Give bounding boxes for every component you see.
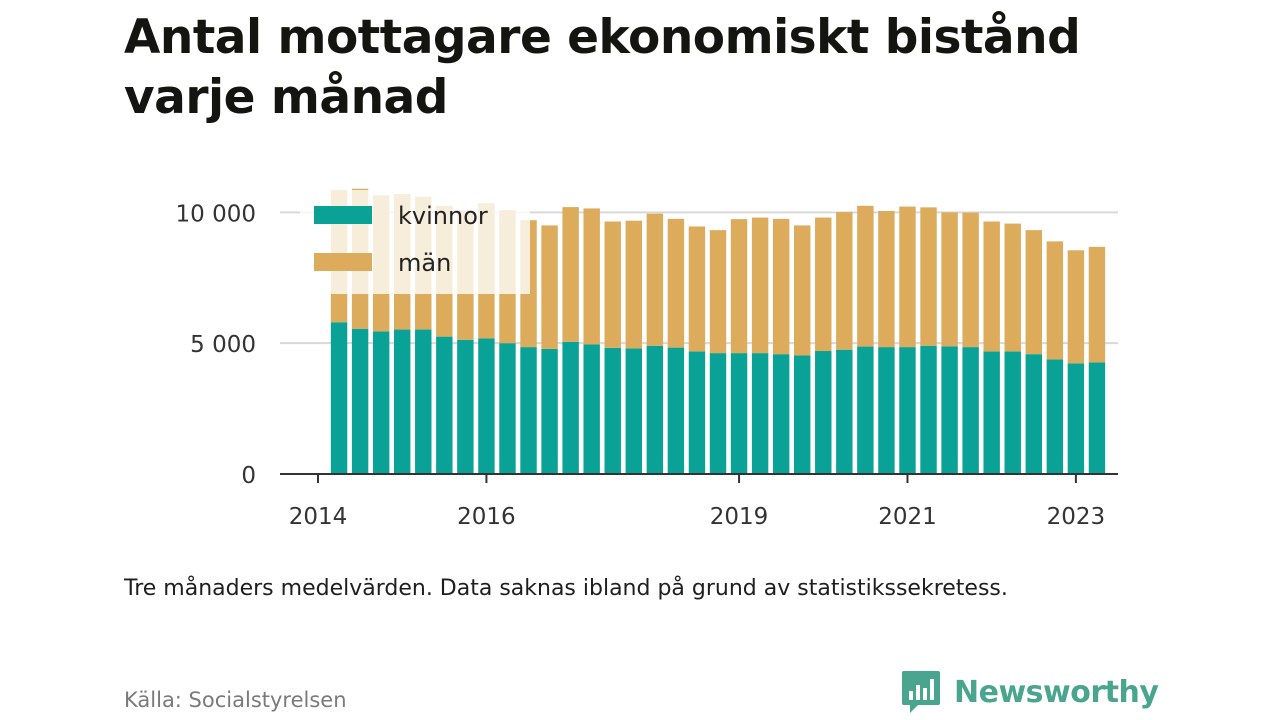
bar-kvinnor-31 [983,351,1000,474]
x-tick-label-1: 2016 [457,504,516,530]
bar-män-34 [1046,241,1064,360]
bar-kvinnor-33 [1025,354,1042,474]
bar-kvinnor-28 [920,345,937,474]
bar-män-25 [857,205,874,347]
bar-män-12 [583,208,600,345]
bar-kvinnor-15 [646,345,664,474]
x-tick-label-2: 2019 [710,504,769,530]
bar-kvinnor-36 [1088,362,1106,474]
bar-män-33 [1025,230,1042,355]
bar-kvinnor-14 [625,348,642,474]
bar-kvinnor-26 [878,347,895,474]
x-tick-label-4: 2023 [1047,504,1106,530]
bar-kvinnor-5 [436,336,453,474]
bar-kvinnor-25 [857,346,874,474]
x-tick-label-3: 2021 [878,504,937,530]
bar-kvinnor-4 [415,329,432,474]
bar-kvinnor-10 [541,348,558,474]
bar-kvinnor-19 [730,353,748,474]
bar-män-15 [646,213,664,346]
bar-kvinnor-35 [1067,363,1085,474]
bar-kvinnor-12 [583,344,600,474]
bar-kvinnor-11 [562,341,579,474]
bar-kvinnor-30 [962,347,979,474]
bar-män-24 [836,212,853,350]
x-tick-label-0: 2014 [289,504,348,530]
bar-kvinnor-34 [1046,359,1064,474]
bar-kvinnor-22 [794,355,811,474]
legend-label-kvinnor: kvinnor [398,202,488,230]
bar-kvinnor-3 [394,329,411,474]
newsworthy-logo-icon [902,671,940,713]
y-tick-label-2: 10 000 [176,201,256,227]
bar-män-31 [983,221,1000,352]
bar-kvinnor-18 [709,353,727,474]
bar-män-30 [962,212,979,348]
chart-note: Tre månaders medelvärden. Data saknas ib… [124,576,1008,601]
legend: kvinnor män [314,202,488,277]
bar-kvinnor-13 [604,347,621,474]
bar-män-26 [878,211,895,348]
bar-män-13 [604,221,621,348]
bar-kvinnor-24 [836,349,853,474]
bar-män-17 [688,226,706,352]
bar-kvinnor-8 [499,343,516,474]
source-label: Källa: Socialstyrelsen [124,688,347,712]
bar-kvinnor-32 [1004,351,1021,474]
brand-logo[interactable]: Newsworthy [900,668,1159,716]
bar-kvinnor-6 [457,339,474,474]
brand-name: Newsworthy [954,674,1159,710]
y-tick-label-0: 0 [241,463,256,489]
bar-män-29 [941,212,958,347]
bar-män-11 [562,207,579,342]
y-tick-label-1: 5 000 [190,332,256,358]
bar-män-10 [541,225,558,349]
bar-män-19 [730,219,748,354]
bar-män-20 [751,217,769,354]
bar-män-28 [920,207,937,346]
bar-män-18 [709,230,727,354]
bar-män-23 [815,217,832,352]
bar-män-36 [1088,246,1106,363]
bar-series [330,188,1106,474]
legend-label-män: män [398,249,451,277]
bar-kvinnor-1 [351,328,369,474]
legend-swatch-män [314,253,372,271]
bar-kvinnor-7 [478,338,495,474]
bar-kvinnor-2 [372,331,390,474]
bar-kvinnor-16 [667,347,685,474]
bar-kvinnor-21 [772,354,790,474]
bar-kvinnor-29 [941,346,958,474]
axes: 0 5 000 10 000 2014 2016 2019 2021 2023 [176,201,1118,530]
bar-män-22 [794,225,811,356]
bar-män-27 [899,206,916,348]
bar-män-16 [667,218,685,348]
bar-män-35 [1067,250,1085,364]
bar-kvinnor-20 [751,353,769,474]
chart-title: Antal mottagare ekonomiskt bistånd varje… [124,10,1081,125]
legend-swatch-kvinnor [314,206,372,224]
bar-kvinnor-9 [520,347,537,474]
bar-kvinnor-27 [899,347,916,474]
bar-män-32 [1004,223,1021,352]
bar-män-21 [772,218,790,355]
bar-kvinnor-23 [815,351,832,474]
bar-män-14 [625,220,642,349]
bar-kvinnor-17 [688,351,706,474]
bar-kvinnor-0 [330,322,348,474]
